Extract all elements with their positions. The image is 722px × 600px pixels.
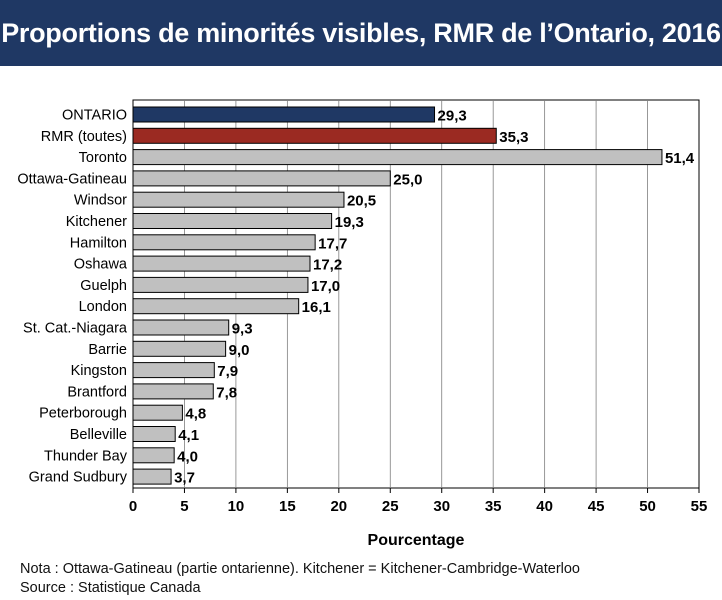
- category-labels: ONTARIO RMR (toutes) Toronto Ottawa-Gatinea…: [17, 108, 128, 486]
- value-label: 51,4: [665, 150, 695, 167]
- footnotes: Nota : Ottawa-Gatineau (partie ontarienn…: [20, 560, 710, 598]
- bar: [132, 213, 333, 229]
- bar: [132, 383, 214, 400]
- bar-series: [132, 106, 663, 485]
- bar: [132, 234, 316, 251]
- bar: [132, 149, 663, 166]
- bar-chart: ONTARIO RMR (toutes) Toronto Ottawa-Gatinea…: [17, 99, 708, 549]
- value-label: 3,7: [174, 470, 195, 487]
- value-label: 25,0: [393, 171, 422, 188]
- bar: [132, 426, 176, 442]
- bar: [132, 170, 391, 187]
- category-label: Hamilton: [70, 235, 127, 251]
- bar: [132, 319, 230, 336]
- bar: [132, 340, 227, 357]
- x-tick-label: 50: [639, 498, 656, 515]
- category-label: St. Cat.-Niagara: [23, 321, 128, 337]
- value-label: 7,8: [216, 384, 237, 401]
- value-label: 7,9: [217, 363, 238, 380]
- x-tick-label: 15: [279, 498, 296, 515]
- value-label: 9,0: [229, 342, 250, 359]
- title-banner: Proportions de minorités visibles, RMR d…: [0, 0, 722, 66]
- category-label: Kitchener: [66, 214, 127, 230]
- x-axis-title: Pourcentage: [368, 532, 465, 549]
- category-label: Toronto: [79, 150, 127, 166]
- category-label: Ottawa-Gatineau: [17, 171, 127, 187]
- value-label: 17,0: [311, 278, 340, 295]
- footnote-source: Source : Statistique Canada: [20, 580, 201, 596]
- bar: [132, 255, 311, 272]
- value-label: 19,3: [335, 214, 364, 231]
- category-label: Brantford: [67, 384, 127, 400]
- category-label: Windsor: [74, 193, 127, 209]
- bar: [132, 362, 215, 379]
- bar: [132, 298, 300, 315]
- category-label: Guelph: [80, 278, 127, 294]
- category-label: Peterborough: [39, 406, 127, 422]
- value-labels: 29,3 35,3 51,4 25,0 20,5 19,3 17,7 17,2 17,0 16,1…: [174, 108, 695, 487]
- category-label: Grand Sudbury: [29, 470, 128, 486]
- bar: [132, 404, 183, 421]
- x-tick-label: 10: [228, 498, 245, 515]
- category-label: Thunder Bay: [44, 448, 128, 464]
- bar: [132, 127, 497, 144]
- category-label: Belleville: [70, 427, 127, 443]
- chart-area: ONTARIO RMR (toutes) Toronto Ottawa-Gatinea…: [0, 66, 722, 556]
- value-label: 4,0: [177, 448, 198, 465]
- value-label: 9,3: [232, 321, 253, 338]
- category-label: ONTARIO: [62, 108, 127, 124]
- value-label: 35,3: [499, 129, 528, 146]
- x-tick-label: 0: [129, 498, 137, 515]
- category-label: Kingston: [71, 363, 127, 379]
- value-label: 17,2: [313, 257, 342, 274]
- value-label: 4,8: [185, 406, 206, 423]
- category-label: RMR (toutes): [41, 129, 127, 145]
- bar: [132, 191, 345, 208]
- x-tick-label: 55: [691, 498, 708, 515]
- bar: [132, 447, 175, 464]
- bar: [132, 276, 309, 293]
- value-label: 16,1: [302, 299, 331, 316]
- x-tick-label: 45: [588, 498, 605, 515]
- category-label: Oshawa: [74, 257, 128, 273]
- category-label: Barrie: [88, 342, 127, 358]
- category-label: London: [79, 299, 127, 315]
- x-tick-label: 30: [433, 498, 450, 515]
- value-label: 20,5: [347, 193, 376, 210]
- value-label: 29,3: [438, 108, 467, 125]
- value-label: 17,7: [318, 235, 347, 252]
- x-tick-label: 20: [330, 498, 347, 515]
- footnote-note: Nota : Ottawa-Gatineau (partie ontarienn…: [20, 561, 580, 577]
- bar: [132, 106, 436, 123]
- x-tick-label: 35: [485, 498, 502, 515]
- x-tick-label: 40: [536, 498, 553, 515]
- page-title: Proportions de minorités visibles, RMR d…: [1, 17, 721, 48]
- x-tick-label: 5: [180, 498, 188, 515]
- value-label: 4,1: [178, 427, 199, 444]
- bar: [132, 468, 172, 485]
- x-axis-ticks: 0 5 10 15 20 25 30 35 40 45 50 55: [129, 488, 708, 515]
- x-tick-label: 25: [382, 498, 399, 515]
